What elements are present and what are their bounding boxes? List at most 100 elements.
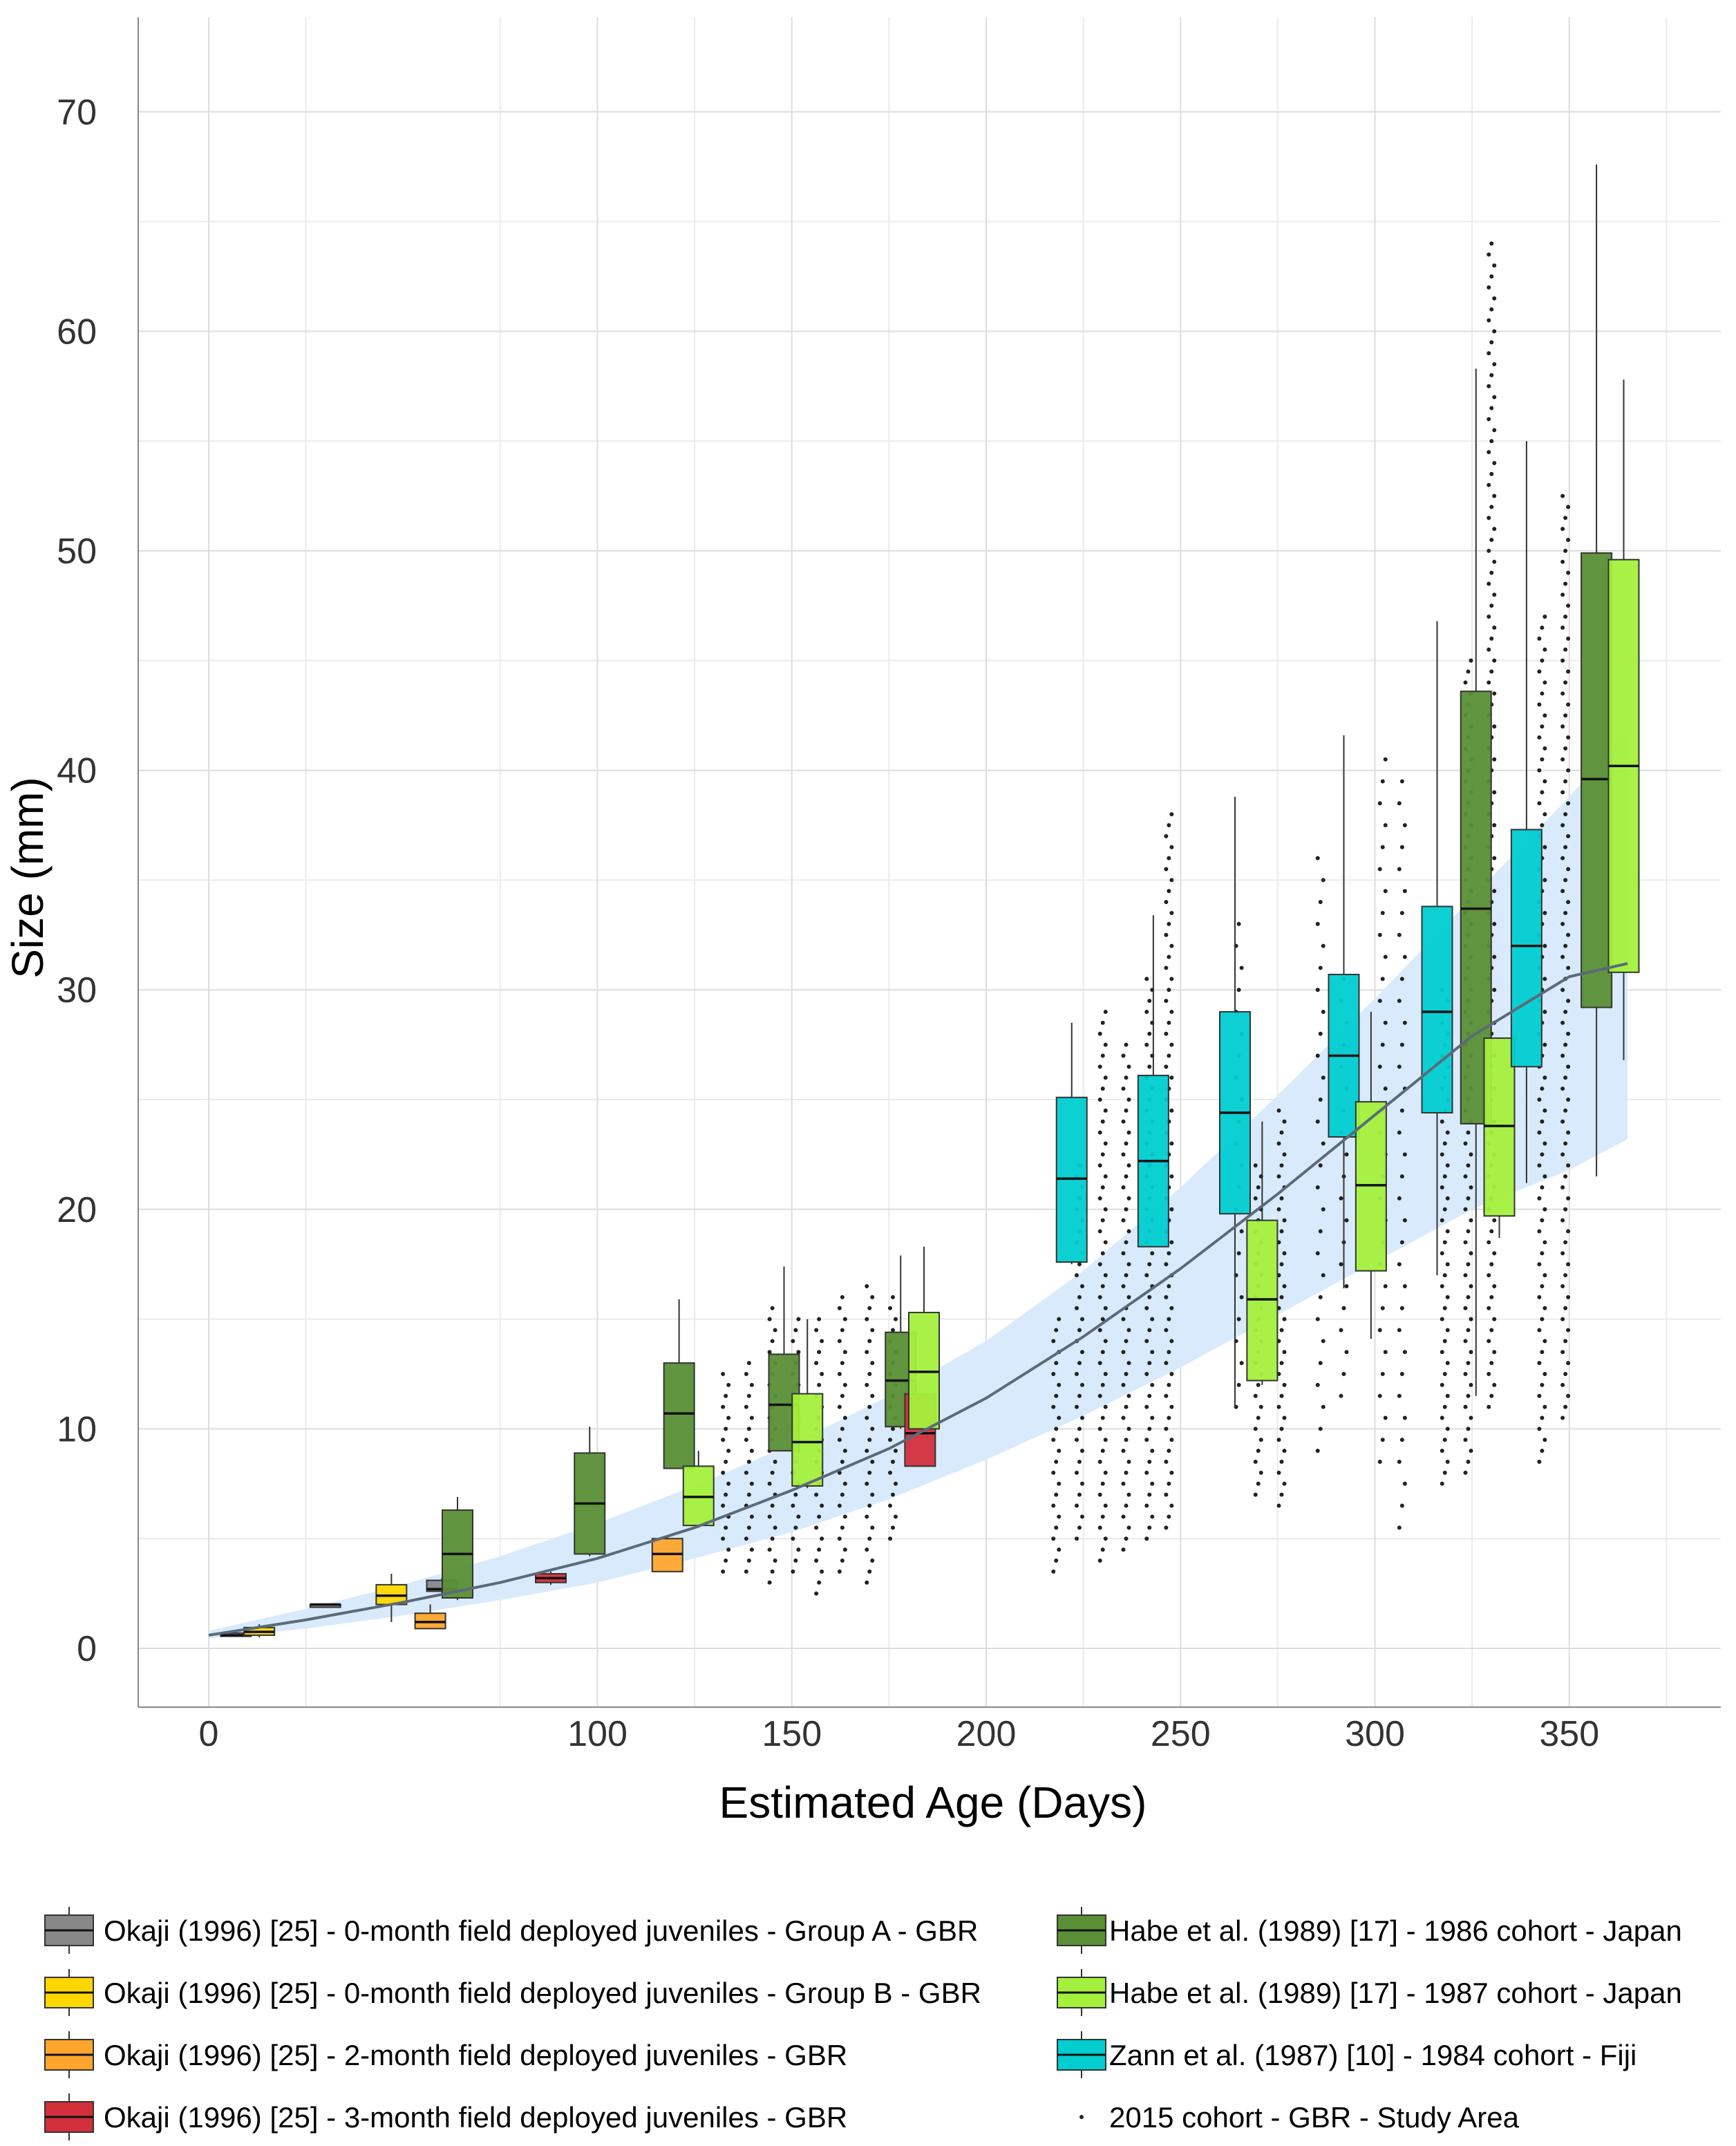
data-point (1540, 1119, 1545, 1124)
data-point (1560, 1053, 1565, 1058)
data-point (1560, 1350, 1565, 1355)
data-point (1469, 1218, 1473, 1223)
data-point (1399, 845, 1404, 849)
data-point (773, 1525, 777, 1530)
data-point (1463, 1372, 1468, 1376)
data-point (1282, 1481, 1287, 1486)
data-point (1492, 296, 1497, 301)
data-point (1492, 889, 1497, 894)
y-tick-label: 70 (57, 93, 97, 133)
data-point (1489, 538, 1494, 543)
data-point (837, 1536, 842, 1541)
data-point (1542, 1339, 1547, 1344)
data-point (1397, 1196, 1402, 1201)
data-point (1440, 1481, 1444, 1486)
data-point (1169, 878, 1174, 883)
data-point (1279, 1262, 1284, 1267)
data-point (1540, 1350, 1545, 1355)
data-point (1380, 779, 1385, 784)
data-point (1563, 647, 1568, 652)
data-point (1164, 1295, 1169, 1299)
legend-item-habe_1987: Habe et al. (1989) [17] - 1987 cohort - … (1057, 1969, 1682, 2016)
data-point (1380, 1372, 1385, 1376)
data-point (870, 1558, 875, 1563)
data-point (1466, 1361, 1471, 1366)
data-point (1315, 1251, 1320, 1256)
data-point (1167, 1317, 1171, 1321)
data-point (1169, 1306, 1174, 1310)
data-point (1051, 1339, 1056, 1344)
data-point (840, 1328, 845, 1333)
legend-label: Okaji (1996) [25] - 0-month field deploy… (104, 1977, 981, 2009)
data-point (1542, 1306, 1547, 1310)
data-point (1169, 1240, 1174, 1245)
data-point (1169, 1141, 1174, 1146)
data-point (1279, 1460, 1284, 1465)
data-point (1097, 1427, 1102, 1431)
legend-label: Zann et al. (1987) [10] - 1984 cohort - … (1109, 2039, 1636, 2071)
data-point (1169, 943, 1174, 948)
data-point (1121, 1350, 1126, 1355)
data-point (1051, 1569, 1056, 1574)
legend-label: Okaji (1996) [25] - 2-month field deploy… (104, 2039, 847, 2071)
data-point (1542, 845, 1547, 849)
data-point (1560, 1382, 1565, 1387)
data-point (1377, 801, 1382, 806)
data-point (1492, 493, 1497, 498)
data-point (1560, 527, 1565, 531)
data-point (1563, 1306, 1568, 1310)
data-point (1126, 1393, 1131, 1398)
data-point (1051, 1503, 1056, 1508)
data-point (1097, 1031, 1102, 1036)
data-point (793, 1492, 798, 1497)
data-point (1103, 1306, 1108, 1310)
data-point (865, 1350, 869, 1355)
data-point (1169, 1339, 1174, 1344)
data-point (1442, 1372, 1447, 1376)
data-point (1080, 1415, 1084, 1420)
data-point (1563, 1240, 1568, 1245)
data-point (1147, 1427, 1152, 1431)
data-point (1256, 1382, 1261, 1387)
data-point (1489, 637, 1494, 641)
data-point (1463, 680, 1468, 685)
box-zann_1984 (1510, 441, 1542, 1183)
data-point (1492, 263, 1497, 268)
data-point (1377, 1393, 1382, 1398)
x-tick-label: 300 (1345, 1714, 1405, 1754)
data-point (1563, 1372, 1568, 1376)
data-point (1318, 1163, 1323, 1168)
data-point (749, 1547, 754, 1552)
data-point (840, 1295, 845, 1299)
data-point (1537, 768, 1542, 773)
data-point (1466, 1328, 1471, 1333)
box-body (663, 1362, 695, 1469)
data-point (1121, 1119, 1126, 1124)
data-point (1256, 1185, 1261, 1190)
data-point (1144, 1404, 1149, 1409)
data-point (1150, 1449, 1155, 1453)
data-point (1279, 1295, 1284, 1299)
data-point (1100, 1382, 1105, 1387)
data-point (1487, 285, 1491, 290)
data-point (1051, 1372, 1056, 1376)
data-point (1169, 845, 1174, 849)
data-point (1097, 1229, 1102, 1234)
data-point (1097, 1163, 1102, 1168)
data-point (1236, 988, 1241, 992)
data-point (1164, 1064, 1169, 1069)
data-point (1542, 943, 1547, 948)
data-point (1318, 966, 1323, 970)
box-habe_1987 (1246, 1121, 1279, 1385)
data-point (1103, 1438, 1108, 1442)
data-point (1315, 1185, 1320, 1190)
box-body (1510, 829, 1542, 1068)
data-point (817, 1350, 822, 1355)
data-point (1540, 1415, 1545, 1420)
data-point (1080, 1350, 1084, 1355)
data-point (837, 1404, 842, 1409)
data-point (1566, 1196, 1571, 1201)
data-point (1377, 1328, 1382, 1333)
data-point (1321, 1009, 1325, 1014)
data-point (1380, 1306, 1385, 1310)
